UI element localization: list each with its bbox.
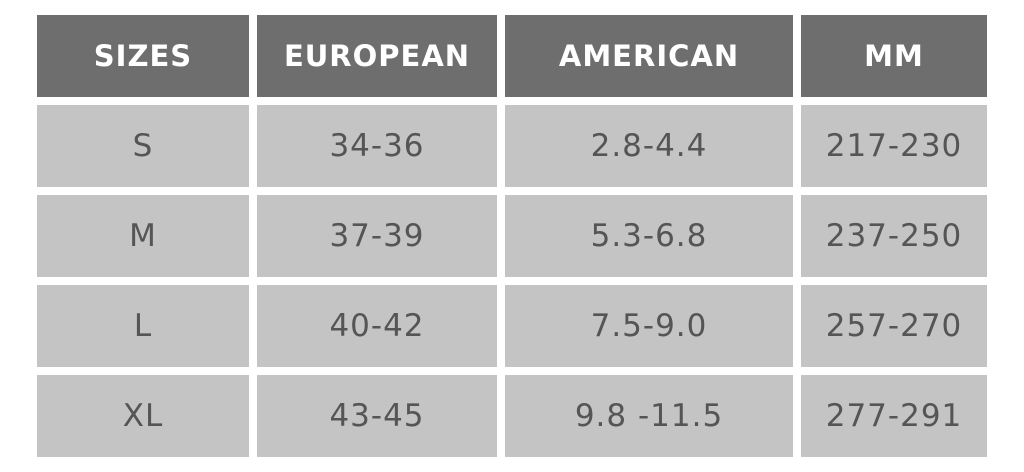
header-cell: AMERICAN — [505, 15, 793, 97]
table-cell: 43-45 — [257, 375, 497, 457]
table-cell: S — [37, 105, 249, 187]
table-cell: 40-42 — [257, 285, 497, 367]
table-cell: 9.8 -11.5 — [505, 375, 793, 457]
table-cell: 5.3-6.8 — [505, 195, 793, 277]
table-cell: XL — [37, 375, 249, 457]
header-cell: EUROPEAN — [257, 15, 497, 97]
header-cell: SIZES — [37, 15, 249, 97]
header-cell: MM — [801, 15, 987, 97]
table-cell: 37-39 — [257, 195, 497, 277]
table-cell: 34-36 — [257, 105, 497, 187]
table-cell: L — [37, 285, 249, 367]
table-cell: 7.5-9.0 — [505, 285, 793, 367]
table-cell: M — [37, 195, 249, 277]
table-cell: 217-230 — [801, 105, 987, 187]
table-cell: 257-270 — [801, 285, 987, 367]
table-cell: 2.8-4.4 — [505, 105, 793, 187]
table-cell: 237-250 — [801, 195, 987, 277]
table-cell: 277-291 — [801, 375, 987, 457]
